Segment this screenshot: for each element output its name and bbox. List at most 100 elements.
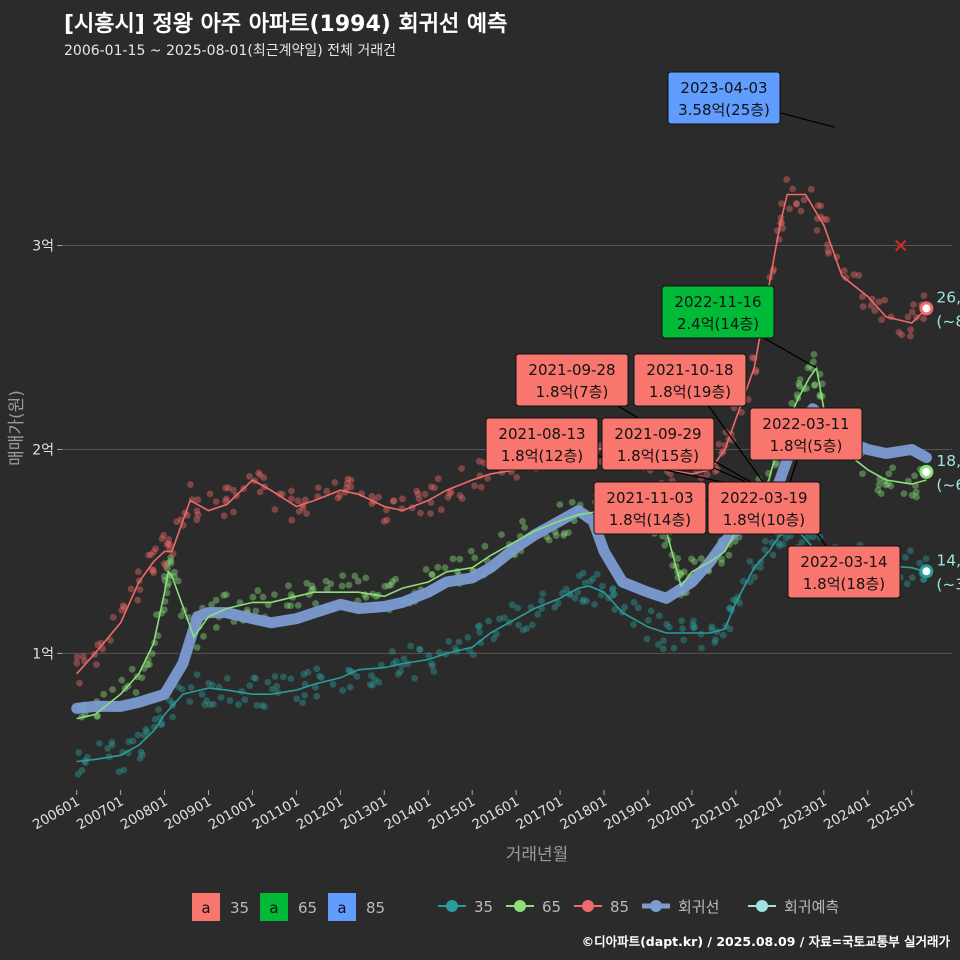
- scatter-point-85: [842, 274, 850, 282]
- scatter-point-85: [134, 596, 142, 604]
- scatter-point-85: [793, 200, 800, 207]
- scatter-point-85: [343, 484, 350, 492]
- scatter-point-65: [875, 481, 883, 488]
- scatter-point-65: [389, 578, 396, 586]
- scatter-point-85: [212, 498, 220, 505]
- scatter-point-65: [677, 570, 685, 577]
- scatter-point-35: [264, 678, 272, 686]
- scatter-point-85: [867, 302, 875, 309]
- legend-line-label: 65: [542, 898, 561, 916]
- annotation-4: 2021-08-13 1.8억(12층): [485, 417, 599, 471]
- scatter-point-35: [136, 755, 144, 762]
- scatter-point-85: [871, 307, 879, 314]
- scatter-point-35: [375, 678, 383, 686]
- scatter-point-85: [331, 479, 339, 486]
- scatter-point-65: [804, 364, 812, 372]
- scatter-point-35: [769, 551, 777, 559]
- scatter-point-65: [303, 579, 311, 587]
- scatter-point-85: [908, 308, 916, 316]
- scatter-point-35: [655, 612, 663, 620]
- scatter-point-35: [312, 683, 319, 691]
- scatter-point-65: [434, 563, 442, 571]
- scatter-point-35: [680, 636, 688, 644]
- x-tick-label-6: 201201: [294, 794, 347, 834]
- annotation-9: 2022-03-14 1.8억(18층): [787, 545, 901, 599]
- annotations: 2023-04-033.58억(25층)2022-11-162.4억(14층)2…: [485, 71, 901, 599]
- scatter-point-85: [134, 568, 142, 575]
- scatter-point-35: [477, 639, 484, 646]
- scatter-point-85: [255, 469, 262, 477]
- scatter-point-65: [338, 582, 346, 590]
- scatter-point-65: [560, 532, 567, 539]
- scatter-point-85: [375, 493, 382, 501]
- scatter-point-65: [818, 380, 826, 388]
- scatter-point-35: [169, 699, 177, 707]
- scatter-point-65: [283, 602, 291, 609]
- scatter-point-85: [302, 496, 309, 504]
- scatter-point-85: [437, 506, 445, 514]
- scatter-point-35: [554, 599, 562, 607]
- scatter-point-65: [810, 351, 818, 358]
- scatter-point-85: [271, 506, 279, 513]
- scatter-point-85: [383, 516, 391, 524]
- scatter-point-65: [381, 582, 389, 590]
- scatter-point-65: [519, 517, 526, 525]
- annotation-box: [667, 71, 781, 125]
- scatter-point-35: [235, 701, 242, 708]
- annotation-date: 2022-11-16: [674, 293, 761, 311]
- scatter-point-85: [118, 606, 126, 614]
- scatter-point-85: [427, 483, 435, 491]
- legend-point: [650, 900, 662, 912]
- legend-line-item-4: 회귀예측: [748, 898, 839, 916]
- scatter-point-65: [680, 568, 688, 576]
- annotation-value: 3.58억(25층): [678, 101, 770, 119]
- scatter-point-35: [316, 672, 323, 680]
- scatter-point-35: [428, 660, 435, 668]
- scatter-point-85: [194, 511, 202, 519]
- scatter-point-65: [146, 661, 153, 668]
- scatter-point-35: [597, 591, 605, 599]
- scatter-points: [73, 176, 930, 778]
- scatter-point-85: [260, 474, 268, 481]
- scatter-point-65: [449, 555, 457, 563]
- scatter-point-85: [165, 536, 173, 543]
- scatter-point-35: [726, 625, 734, 633]
- scatter-point-85: [294, 497, 302, 505]
- scatter-point-85: [222, 497, 229, 505]
- x-tick-label-12: 201801: [557, 794, 610, 834]
- legend-line-item-1: 65: [506, 898, 561, 916]
- scatter-point-65: [908, 491, 916, 499]
- scatter-point-35: [609, 585, 617, 592]
- scatter-point-35: [313, 665, 321, 673]
- x-tick-label-10: 201601: [470, 794, 523, 834]
- scatter-point-35: [562, 585, 570, 593]
- scatter-point-35: [253, 702, 261, 709]
- scatter-point-35: [916, 559, 924, 567]
- x-tick-label-4: 201001: [206, 794, 259, 834]
- scatter-point-35: [645, 617, 652, 624]
- x-tick-label-8: 201401: [382, 794, 435, 834]
- annotation-box: [633, 353, 747, 407]
- x-tick-label-14: 202001: [645, 794, 698, 834]
- legend-line-label: 35: [474, 898, 493, 916]
- scatter-point-65: [308, 582, 316, 590]
- scatter-point-65: [309, 585, 317, 593]
- scatter-point-85: [456, 492, 464, 499]
- scatter-point-65: [138, 674, 146, 681]
- scatter-point-65: [882, 481, 890, 489]
- scatter-point-85: [786, 205, 793, 213]
- scatter-point-35: [474, 623, 482, 630]
- scatter-point-85: [820, 215, 828, 223]
- scatter-point-35: [490, 635, 498, 643]
- x-axis-title: 거래년월: [506, 845, 569, 865]
- scatter-point-35: [299, 699, 306, 706]
- scatter-point-35: [519, 626, 527, 634]
- scatter-point-35: [224, 675, 231, 682]
- scatter-point-85: [150, 548, 158, 556]
- scatter-point-35: [206, 701, 214, 709]
- scatter-point-85: [399, 495, 406, 503]
- scatter-point-85: [430, 484, 438, 492]
- scatter-point-65: [912, 488, 920, 496]
- scatter-point-35: [908, 574, 916, 582]
- legend-line-label: 85: [610, 898, 629, 916]
